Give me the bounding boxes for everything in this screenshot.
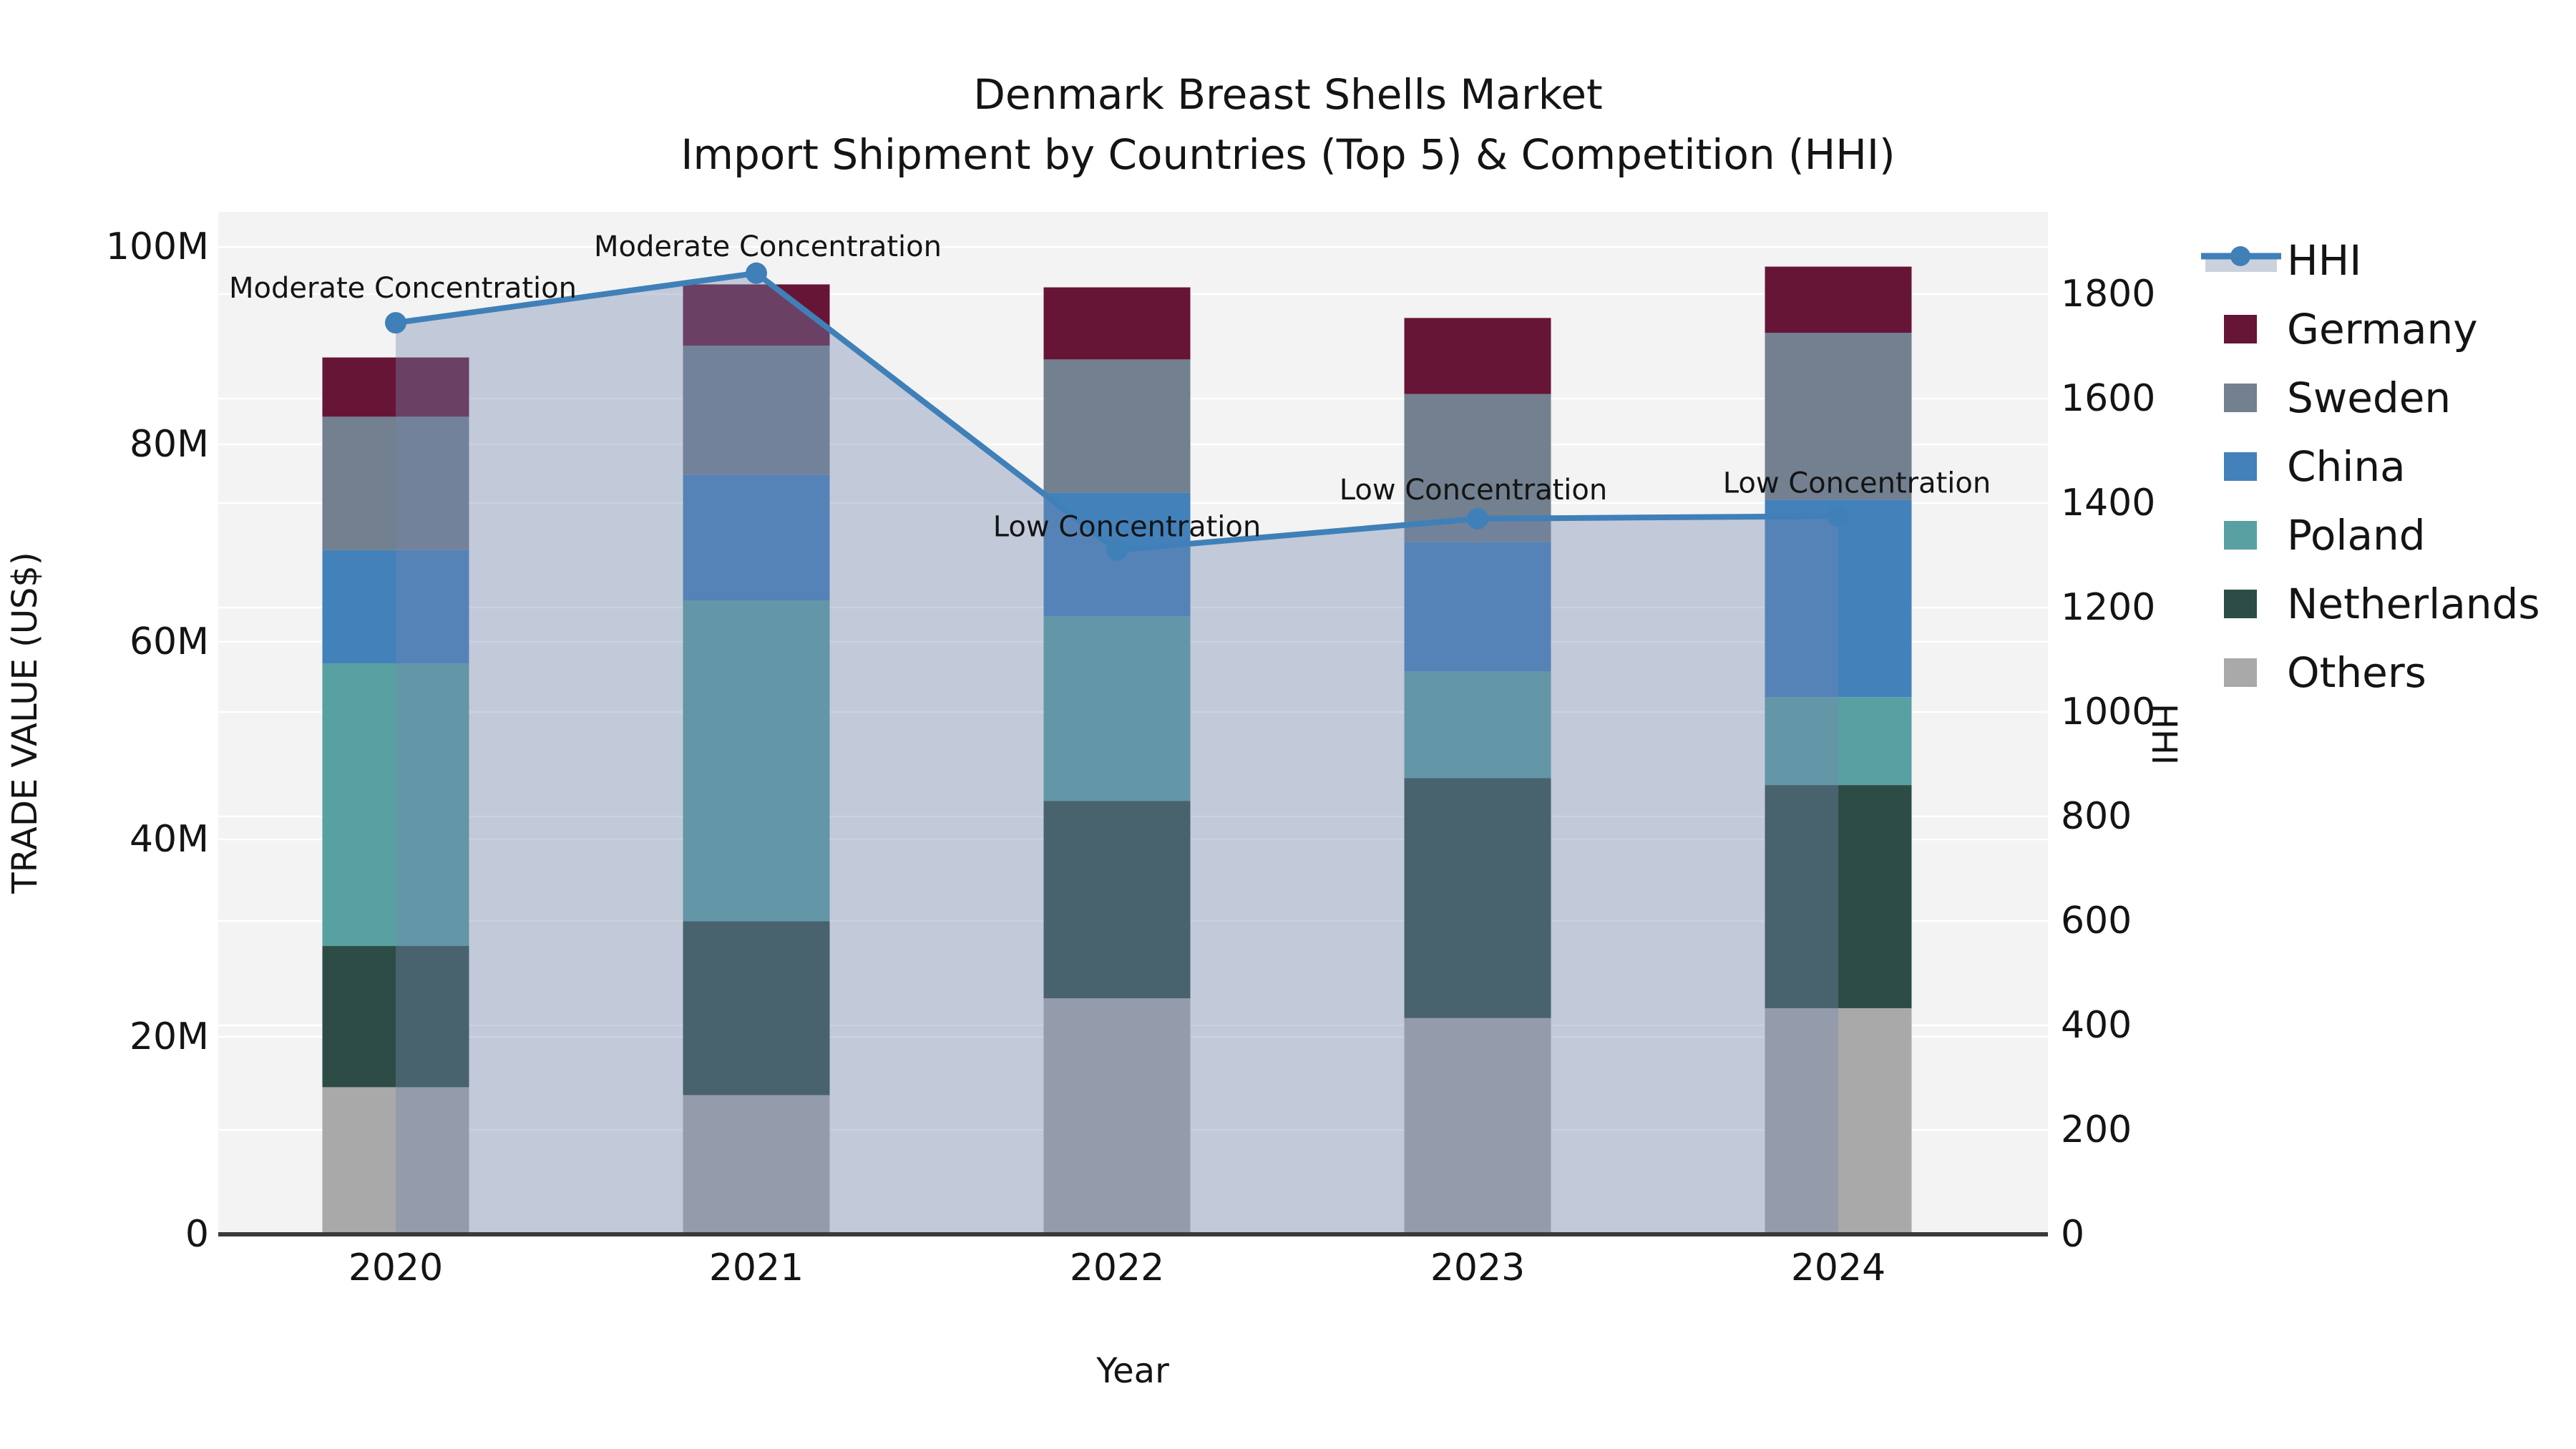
bar-segment-poland-2020 (322, 663, 469, 947)
chart-subtitle: Import Shipment by Countries (Top 5) & C… (680, 130, 1895, 179)
legend-item-netherlands: Netherlands (2224, 580, 2540, 628)
x-tick-label-2023: 2023 (1430, 1246, 1525, 1289)
bars-layer (322, 266, 1912, 1234)
legend-swatch-sweden (2224, 384, 2257, 412)
annotation-2021: Moderate Concentration (594, 230, 942, 263)
bar-segment-others-2024 (1765, 1008, 1912, 1234)
hhi-marker-2023 (1467, 507, 1488, 530)
y-right-tick-label: 200 (2061, 1108, 2132, 1151)
annotation-2023: Low Concentration (1340, 474, 1607, 507)
bar-segment-germany-2023 (1404, 318, 1551, 394)
legend-item-germany: Germany (2224, 305, 2478, 353)
bar-segment-germany-2021 (683, 284, 830, 346)
bar-segment-others-2022 (1043, 998, 1191, 1234)
hhi-line-layer (385, 262, 1849, 1234)
annotation-2024: Low Concentration (1723, 467, 1991, 499)
legend-item-sweden: Sweden (2224, 374, 2451, 422)
bar-segment-germany-2022 (1043, 287, 1191, 360)
bar-segment-netherlands-2022 (1043, 801, 1191, 999)
y-left-tick-label: 60M (130, 620, 209, 663)
y-left-tick-label: 40M (130, 818, 209, 861)
bar-segment-others-2020 (322, 1087, 469, 1234)
legend-item-hhi: HHI (2201, 236, 2361, 285)
annotation-2020: Moderate Concentration (229, 272, 577, 305)
axes-layer: 0 20M 40M 60M 80M 100M 0 200 400 600 800 1000 1200 14… (106, 225, 2155, 1289)
bar-segment-sweden-2022 (1043, 359, 1191, 493)
bar-segment-china-2020 (322, 550, 469, 664)
legend-item-china: China (2224, 442, 2406, 491)
legend-label-poland: Poland (2287, 511, 2426, 560)
legend-label-china: China (2287, 442, 2406, 491)
x-axis-title: Year (1096, 1351, 1169, 1391)
bar-segment-netherlands-2023 (1404, 778, 1551, 1018)
bar-segment-sweden-2020 (322, 416, 469, 550)
hhi-marker-2022 (1106, 539, 1128, 561)
hhi-marker-2024 (1828, 505, 1849, 527)
y-right-tick-label: 0 (2061, 1213, 2084, 1256)
y-right-tick-label: 400 (2061, 1004, 2132, 1047)
bar-segment-sweden-2024 (1765, 333, 1912, 500)
hhi-area-fill (396, 273, 1838, 1234)
bar-segment-netherlands-2024 (1765, 785, 1912, 1008)
y-right-axis-title: HHI (2144, 703, 2184, 765)
bar-segment-others-2023 (1404, 1018, 1551, 1234)
legend-swatch-netherlands (2224, 590, 2257, 618)
bar-segment-others-2021 (683, 1095, 830, 1234)
hhi-marker-2021 (746, 262, 767, 284)
x-axis-line (218, 1232, 2048, 1236)
legend-item-poland: Poland (2224, 511, 2426, 560)
y-right-tick-label: 800 (2061, 795, 2132, 838)
bar-segment-china-2021 (683, 474, 830, 601)
bar-segment-germany-2020 (322, 357, 469, 417)
y-left-tick-label: 100M (106, 225, 209, 268)
y-right-tick-label: 1000 (2061, 691, 2155, 733)
bar-segment-poland-2023 (1404, 671, 1551, 779)
legend-label-netherlands: Netherlands (2287, 580, 2540, 628)
x-tick-label-2021: 2021 (709, 1246, 804, 1289)
bar-segment-china-2024 (1765, 499, 1912, 698)
bar-segment-china-2023 (1404, 542, 1551, 672)
legend: HHI Germany Sweden China Poland Netherlands Ot… (2201, 236, 2540, 697)
annotation-2022: Low Concentration (993, 511, 1261, 544)
chart-title: Denmark Breast Shells Market (973, 70, 1603, 119)
y-left-tick-label: 80M (130, 423, 209, 466)
legend-label-sweden: Sweden (2287, 374, 2451, 422)
x-tick-label-2020: 2020 (348, 1246, 443, 1289)
y-left-tick-label: 20M (130, 1015, 209, 1058)
y-right-tick-label: 1400 (2061, 482, 2155, 525)
legend-swatch-china (2224, 452, 2257, 481)
bar-segment-sweden-2021 (683, 346, 830, 475)
y-right-tick-label: 1200 (2061, 586, 2155, 629)
y-right-tick-label: 600 (2061, 899, 2132, 942)
legend-label-others: Others (2287, 648, 2426, 697)
annotations-layer: Moderate Concentration Moderate Concentra… (229, 230, 1991, 544)
legend-swatch-poland (2224, 521, 2257, 550)
legend-swatch-others (2224, 658, 2257, 687)
bar-segment-poland-2024 (1765, 697, 1912, 786)
legend-item-others: Others (2224, 648, 2426, 697)
legend-swatch-germany (2224, 315, 2257, 343)
hhi-marker-2020 (385, 312, 406, 334)
y-left-tick-label: 0 (185, 1213, 209, 1256)
y-left-axis-title: TRADE VALUE (US$) (5, 552, 45, 894)
bar-segment-poland-2022 (1043, 616, 1191, 801)
bar-segment-netherlands-2020 (322, 946, 469, 1088)
bar-segment-poland-2021 (683, 600, 830, 922)
legend-label-hhi: HHI (2287, 236, 2361, 285)
legend-label-germany: Germany (2287, 305, 2478, 353)
x-tick-label-2022: 2022 (1070, 1246, 1164, 1289)
hhi-legend-marker-icon (2230, 246, 2250, 266)
bar-segment-netherlands-2021 (683, 921, 830, 1096)
bar-segment-germany-2024 (1765, 266, 1912, 333)
y-right-tick-label: 1800 (2061, 273, 2155, 316)
y-right-tick-label: 1600 (2061, 377, 2155, 420)
x-tick-label-2024: 2024 (1791, 1246, 1885, 1289)
